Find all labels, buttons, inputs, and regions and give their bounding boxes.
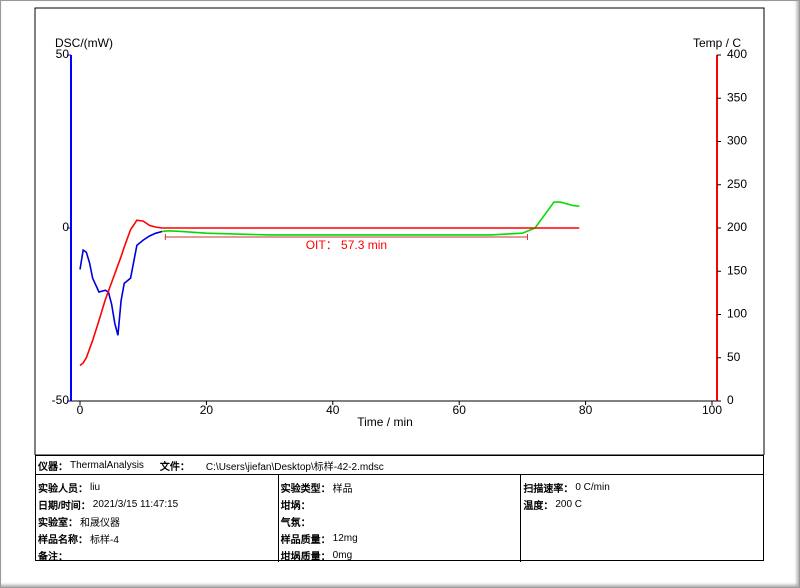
info-label: 坩埚： <box>280 501 311 512</box>
y2-tick-label: 400 <box>727 47 747 61</box>
y2-tick-label: 300 <box>727 134 747 148</box>
info-value: C:\Users\jiefan\Desktop\标样-42-2.mdsc <box>205 461 384 473</box>
info-value: 2021/3/15 11:47:15 <box>92 499 179 510</box>
y2-tick-label: 100 <box>727 307 747 321</box>
info-value: liu <box>90 482 101 493</box>
info-label: 实验类型： <box>280 484 331 495</box>
info-label: 样品质量： <box>280 535 331 546</box>
info-label: 实验人员： <box>38 484 88 495</box>
info-header: 仪器： ThermalAnalysis 文件： C:\Users\jiefan\De… <box>36 456 763 475</box>
info-value: 0mg <box>332 550 353 561</box>
info-label: 气氛： <box>280 518 311 529</box>
info-row: 样品名称： 标样-4 <box>36 530 278 547</box>
data-line <box>162 201 580 236</box>
x-tick-label: 20 <box>200 403 214 417</box>
info-label: 文件： <box>159 461 190 473</box>
x-tick-label: 40 <box>326 403 340 417</box>
info-label: 实验室： <box>38 518 78 529</box>
y-tick-label: 0 <box>62 220 69 234</box>
info-value: 200 C <box>555 499 583 510</box>
info-label: 温度： <box>523 501 554 512</box>
y-tick-label: 50 <box>56 47 70 61</box>
info-row: 实验类型： 样品 <box>279 479 521 496</box>
data-line <box>79 230 163 336</box>
y2-tick-label: 350 <box>727 90 747 104</box>
y-tick-label: -50 <box>52 393 70 407</box>
x-tick-label: 100 <box>702 403 722 417</box>
info-label: 备注： <box>38 552 68 563</box>
y2-tick-label: 0 <box>727 393 734 407</box>
info-value: 0 C/min <box>575 482 610 493</box>
info-row: 备注： <box>36 547 278 564</box>
info-row: 气氛： <box>279 513 521 530</box>
info-value: 和晟仪器 <box>80 518 120 529</box>
info-column: 扫描速率： 0 C/min 温度： 200 C <box>521 475 763 562</box>
info-value: 12mg <box>332 533 358 544</box>
info-label: 坩埚质量： <box>280 552 331 563</box>
info-row: 实验人员： liu <box>36 479 278 496</box>
info-row: 坩埚质量： 0mg <box>279 547 521 564</box>
info-label: 仪器： <box>38 461 68 473</box>
info-row: 扫描速率： 0 C/min <box>521 479 763 496</box>
info-row: 温度： 200 C <box>521 496 763 513</box>
y-axis-label: DSC/(mW) <box>55 36 113 50</box>
oit-annotation: OIT： 57.3 min <box>306 238 387 252</box>
y2-tick-label: 150 <box>727 263 747 277</box>
info-row: 实验室： 和晟仪器 <box>36 513 278 530</box>
x-axis-label: Time / min <box>357 415 413 429</box>
info-row: 坩埚： <box>279 496 521 513</box>
chart: DSC/(mW) Temp / C Time / min 0 20 40 60 80 10… <box>34 7 765 455</box>
x-tick-label: 80 <box>579 403 593 417</box>
info-column: 实验类型： 样品 坩埚： 气氛： 样品质量： 12mg 坩埚质量： 0mg <box>279 475 522 564</box>
y2-tick-label: 200 <box>727 220 747 234</box>
info-value: 标样-4 <box>90 535 119 546</box>
info-label: 日期/时间： <box>38 501 91 512</box>
chart-border <box>34 7 765 455</box>
info-value: ThermalAnalysis <box>70 459 144 471</box>
x-tick-label: 0 <box>77 403 84 417</box>
y2-axis-label: Temp / C <box>693 36 741 50</box>
info-column: 实验人员： liu 日期/时间： 2021/3/15 11:47:15 实验室： 和晟仪器… <box>36 475 279 564</box>
x-tick-label: 60 <box>453 403 467 417</box>
y2-tick-label: 250 <box>727 177 747 191</box>
data-line <box>79 219 580 367</box>
info-value: 样品 <box>332 484 353 495</box>
info-label: 样品名称： <box>38 535 88 546</box>
info-row: 日期/时间： 2021/3/15 11:47:15 <box>36 496 278 513</box>
info-label: 扫描速率： <box>523 484 574 495</box>
info-panel: 仪器： ThermalAnalysis 文件： C:\Users\jiefan\De… <box>35 455 764 564</box>
y2-tick-label: 50 <box>727 350 741 364</box>
info-columns: 实验人员： liu 日期/时间： 2021/3/15 11:47:15 实验室： 和晟仪器… <box>36 475 763 564</box>
info-row: 样品质量： 12mg <box>279 530 521 547</box>
